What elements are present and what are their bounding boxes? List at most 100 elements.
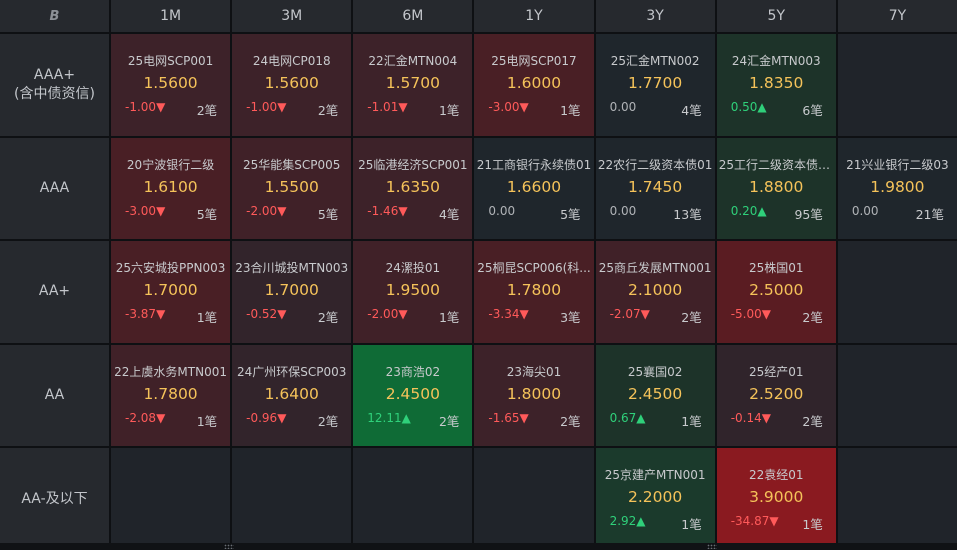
bond-cell[interactable]: 24漯投01 1.9500 -2.00▼ 1笔 [353, 241, 473, 343]
bond-yield: 2.1000 [628, 281, 683, 300]
yield-change-value: -3.34 [488, 307, 520, 322]
row-header-label: AA+ [38, 283, 71, 300]
bond-cell[interactable]: 23商浩02 2.4500 12.11▲ 2笔 [353, 344, 473, 447]
bond-name: 25华能集SCP005 [243, 157, 341, 172]
bond-cell[interactable]: 22农行二级资本债01 1.7450 0.00 13笔 [595, 137, 715, 240]
trade-count: 2笔 [560, 413, 581, 429]
bond-cell[interactable]: 25桐昆SCP006(科... 1.7800 -3.34▼ 3笔 [474, 241, 594, 343]
bond-cell[interactable]: 22袁经01 3.9000 -34.87▼ 1笔 [716, 448, 836, 550]
bond-name: 24电网CP018 [252, 54, 331, 68]
bond-cell[interactable]: 25京建产MTN001 2.2000 2.92▲ 1笔 [595, 448, 715, 550]
bond-cell[interactable]: 25临港经济SCP001 1.6350 -1.46▼ 4笔 [353, 137, 473, 240]
col-header-3y[interactable]: 3Y [595, 0, 715, 32]
arrow-down-icon: ▼ [769, 514, 779, 529]
bond-cell[interactable]: 23合川城投MTN003 1.7000 -0.52▼ 2笔 [232, 241, 352, 343]
bond-name: 25临港经济SCP001 [358, 157, 468, 172]
yield-change: -3.34▼ [488, 307, 528, 321]
yield-change: -2.08▼ [125, 411, 165, 425]
arrow-down-icon: ▼ [398, 307, 408, 322]
bond-name: 25经产01 [749, 364, 804, 379]
trade-count: 2笔 [438, 413, 460, 429]
bond-cell[interactable]: 22上虞水务MTN001 1.7800 -2.08▼ 1笔 [111, 344, 231, 447]
bond-cell[interactable]: 25工行二级资本债0... 1.8800 0.20▲ 95笔 [716, 137, 836, 240]
yield-change-value: -0.96 [246, 410, 278, 425]
bond-cell[interactable]: 25商丘发展MTN001 2.1000 -2.07▼ 2笔 [595, 241, 715, 343]
bond-name: 23合川城投MTN003 [235, 261, 349, 276]
bond-cell[interactable]: 24电网CP018 1.5600 -1.00▼ 2笔 [232, 34, 352, 136]
bond-yield: 1.6000 [506, 74, 562, 92]
bond-yield: 1.5500 [264, 177, 319, 196]
brand-logo-icon: B [49, 8, 60, 24]
yield-change-value: -3.00 [125, 203, 157, 218]
bond-cell[interactable]: 25株国01 2.5000 -5.00▼ 2笔 [716, 241, 836, 343]
resize-handle-icon[interactable] [707, 544, 717, 549]
bond-cell[interactable]: 21兴业银行二级03 1.9800 0.00 21笔 [837, 137, 957, 240]
yield-change-value: -1.00 [125, 100, 157, 114]
row-header-label: AA-及以下 [21, 490, 88, 507]
arrow-down-icon: ▼ [519, 100, 529, 114]
resize-handle-icon[interactable] [224, 544, 234, 549]
bond-cell[interactable]: 25电网SCP001 1.5600 -1.00▼ 2笔 [111, 34, 231, 136]
trade-count: 4笔 [681, 103, 702, 118]
bond-name: 25襄国02 [627, 364, 683, 379]
yield-change-value: 0.50 [730, 100, 758, 114]
trade-count: 5笔 [560, 206, 581, 222]
row-header[interactable]: AA-及以下 [0, 448, 109, 550]
bond-yield: 1.6350 [385, 177, 440, 196]
trade-count: 95笔 [794, 206, 823, 222]
yield-change: -1.65▼ [488, 411, 528, 425]
empty-cell [474, 448, 594, 550]
col-header-1m[interactable]: 1M [111, 0, 231, 32]
bond-name: 25电网SCP001 [127, 54, 214, 68]
yield-change-value: -0.14 [730, 410, 762, 425]
arrow-down-icon: ▼ [277, 410, 287, 425]
bond-cell[interactable]: 25经产01 2.5200 -0.14▼ 2笔 [716, 344, 836, 447]
bond-cell[interactable]: 25六安城投PPN003 1.7000 -3.87▼ 1笔 [111, 241, 231, 343]
yield-change-value: -3.87 [125, 307, 157, 322]
yield-change-value: -1.46 [367, 203, 399, 218]
yield-change: 0.00 [610, 100, 637, 114]
trade-count: 13笔 [673, 206, 702, 222]
row-header[interactable]: AAA [0, 137, 109, 240]
yield-change-value: 0.20 [730, 203, 758, 218]
empty-cell [837, 34, 957, 136]
col-header-1y[interactable]: 1Y [474, 0, 594, 32]
bond-name: 25桐昆SCP006(科... [477, 261, 591, 276]
yield-change-value: 0.00 [609, 100, 637, 114]
col-header-3m[interactable]: 3M [232, 0, 352, 32]
row-header[interactable]: AA+ [0, 241, 109, 343]
col-header-6m[interactable]: 6M [353, 0, 473, 32]
yield-change: -0.14▼ [731, 411, 771, 425]
bond-cell[interactable]: 20宁波银行二级 1.6100 -3.00▼ 5笔 [111, 137, 231, 240]
col-header-7y[interactable]: 7Y [837, 0, 957, 32]
row-header[interactable]: AAA+ (含中债资信) [0, 34, 109, 136]
bond-name: 22汇金MTN004 [368, 54, 458, 68]
col-header-5y[interactable]: 5Y [716, 0, 836, 32]
bond-cell[interactable]: 23海尖01 1.8000 -1.65▼ 2笔 [474, 344, 594, 447]
bond-cell[interactable]: 24汇金MTN003 1.8350 0.50▲ 6笔 [716, 34, 836, 136]
bond-yield: 1.7800 [143, 384, 198, 403]
arrow-down-icon: ▼ [156, 100, 166, 114]
row-header[interactable]: AA [0, 344, 109, 447]
bond-yield: 1.9500 [385, 281, 440, 300]
bond-yield: 1.8350 [749, 74, 804, 92]
bond-name: 24广州环保SCP003 [237, 364, 347, 379]
yield-change: -3.87▼ [125, 307, 165, 321]
bond-cell[interactable]: 25华能集SCP005 1.5500 -2.00▼ 5笔 [232, 137, 352, 240]
bond-cell[interactable]: 21工商银行永续债01 1.6600 0.00 5笔 [474, 137, 594, 240]
trade-count: 1笔 [560, 103, 581, 118]
bond-cell[interactable]: 25襄国02 2.4500 0.67▲ 1笔 [595, 344, 715, 447]
yield-change: -34.87▼ [731, 514, 779, 528]
bond-cell[interactable]: 25汇金MTN002 1.7700 0.00 4笔 [595, 34, 715, 136]
bond-cell[interactable]: 25电网SCP017 1.6000 -3.00▼ 1笔 [474, 34, 594, 136]
bond-name: 21工商银行永续债01 [476, 157, 592, 172]
arrow-up-icon: ▲ [757, 100, 767, 114]
trade-count: 2笔 [802, 310, 823, 326]
bond-cell[interactable]: 24广州环保SCP003 1.6400 -0.96▼ 2笔 [232, 344, 352, 447]
arrow-up-icon: ▲ [636, 410, 646, 425]
bond-cell[interactable]: 22汇金MTN004 1.5700 -1.01▼ 1笔 [353, 34, 473, 136]
trade-count: 1笔 [438, 103, 460, 118]
bond-yield: 1.8800 [749, 177, 804, 196]
bond-yield: 1.5700 [385, 74, 440, 92]
bond-yield: 3.9000 [749, 488, 804, 507]
